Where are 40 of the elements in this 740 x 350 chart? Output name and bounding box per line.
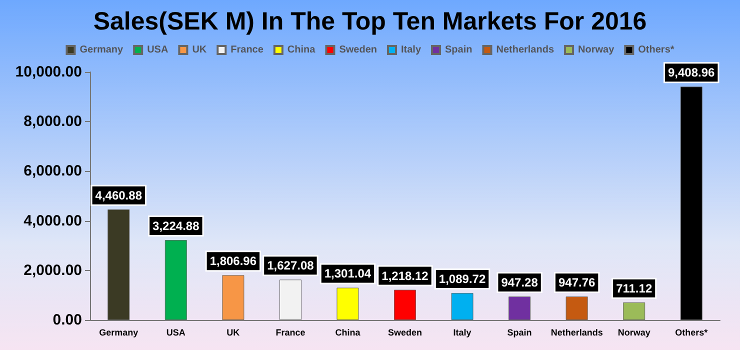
x-tick-label: Germany: [99, 328, 138, 338]
legend-label: China: [287, 44, 316, 56]
legend-label: Germany: [80, 44, 124, 56]
data-label: 711.12: [616, 281, 652, 296]
x-tick-label: Norway: [618, 328, 650, 338]
x-tick-label: Spain: [507, 328, 532, 338]
x-tick-label: Others*: [675, 328, 708, 338]
legend-label: Italy: [401, 44, 422, 56]
data-label: 1,301.04: [324, 266, 372, 281]
y-tick-label: 4,000.00: [24, 212, 82, 230]
legend-label: USA: [147, 44, 168, 56]
legend-label: Sweden: [339, 44, 378, 56]
data-label: 947.76: [558, 275, 596, 290]
data-label: 4,460.88: [95, 188, 142, 202]
data-label: 1,089.72: [438, 272, 486, 286]
x-tick-label: USA: [166, 328, 186, 338]
data-label: 1,218.12: [382, 268, 429, 283]
x-tick-label: Italy: [453, 328, 472, 338]
legend-label: Spain: [445, 44, 472, 56]
chart-title: Sales(SEK M) In The Top Ten Markets For 2016: [93, 8, 647, 36]
y-tick-label: 10,000.00: [15, 64, 82, 80]
data-label: 1,627.08: [267, 258, 314, 273]
x-tick-label: Sweden: [388, 328, 422, 338]
legend-label: UK: [192, 44, 208, 56]
y-tick-label: 6,000.00: [24, 162, 82, 180]
x-tick-label: China: [335, 328, 362, 338]
data-label: 9,408.96: [668, 66, 716, 80]
y-tick-label: 8,000.00: [24, 113, 82, 130]
y-tick-label: 2,000.00: [24, 262, 82, 279]
data-label: 1,806.96: [210, 254, 257, 268]
data-label: 3,224.88: [152, 219, 200, 234]
x-tick-label: UK: [226, 328, 240, 338]
legend-label: Netherlands: [496, 44, 554, 56]
x-tick-label: Netherlands: [550, 328, 603, 338]
y-tick-label: 0.00: [52, 312, 82, 328]
legend-label: France: [230, 44, 264, 56]
legend-label: Others*: [638, 44, 674, 56]
x-tick-label: France: [276, 328, 306, 338]
legend-label: Norway: [578, 44, 615, 56]
data-label: 947.28: [501, 276, 538, 290]
